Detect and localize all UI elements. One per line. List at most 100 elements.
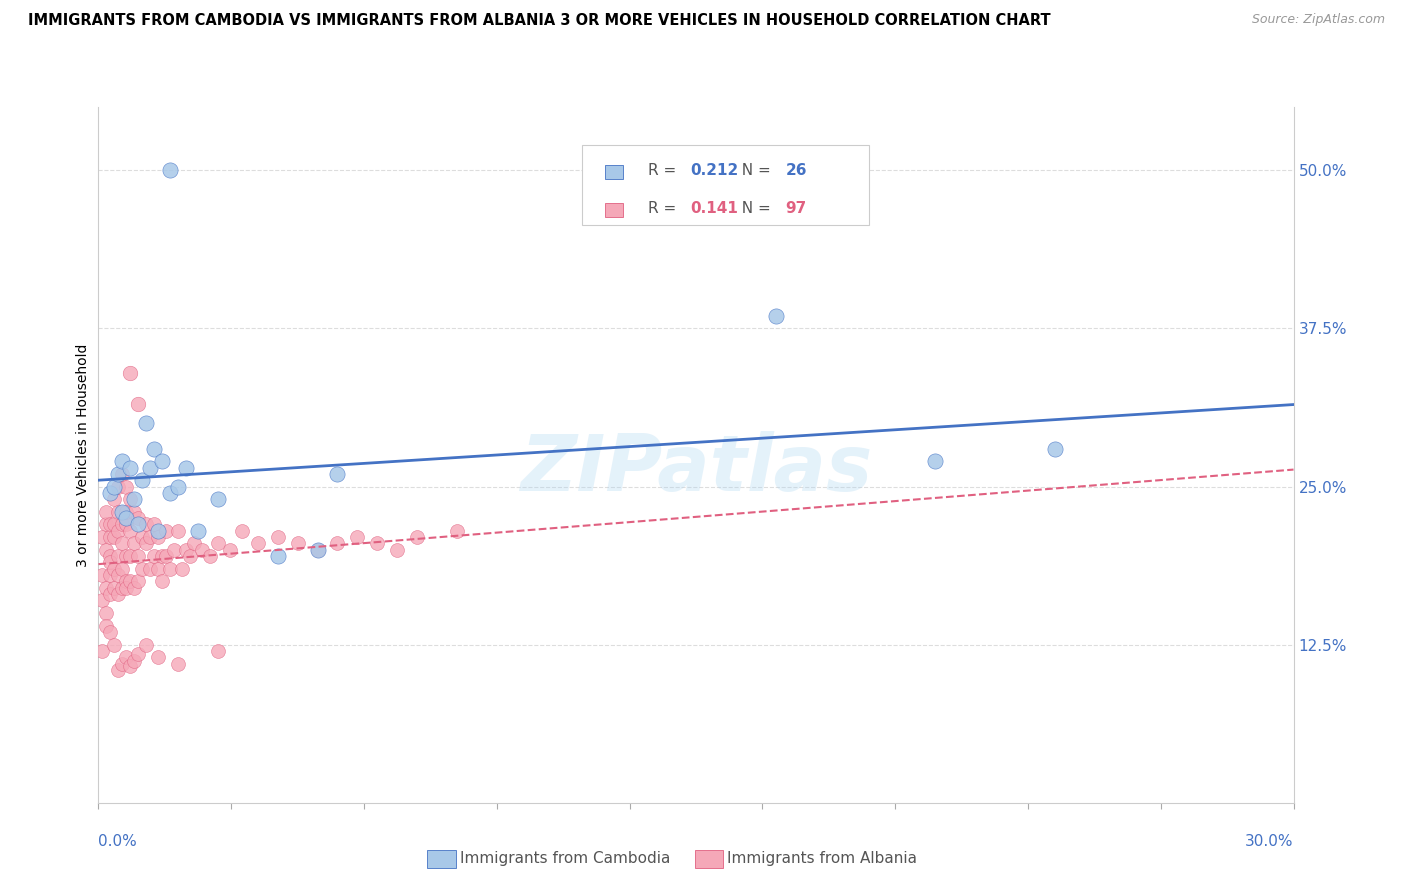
Point	[91, 644, 114, 658]
Point	[150, 454, 173, 468]
Point	[96, 517, 118, 532]
Point	[307, 542, 329, 557]
Text: R =: R =	[648, 201, 682, 216]
Point	[107, 587, 129, 601]
Point	[148, 530, 170, 544]
Point	[120, 659, 142, 673]
Point	[207, 536, 229, 550]
Point	[150, 549, 173, 563]
Point	[346, 530, 368, 544]
Point	[446, 524, 468, 538]
Point	[924, 454, 946, 468]
Point	[98, 556, 122, 570]
Point	[120, 460, 142, 475]
Text: IMMIGRANTS FROM CAMBODIA VS IMMIGRANTS FROM ALBANIA 3 OR MORE VEHICLES IN HOUSEH: IMMIGRANTS FROM CAMBODIA VS IMMIGRANTS F…	[28, 13, 1050, 29]
Point	[120, 492, 142, 507]
Point	[120, 524, 142, 538]
Point	[115, 505, 138, 519]
Point	[107, 568, 129, 582]
Point	[155, 524, 177, 538]
Point	[179, 549, 201, 563]
Point	[127, 397, 149, 411]
Point	[124, 581, 146, 595]
Point	[385, 542, 409, 557]
Point	[267, 530, 290, 544]
Point	[111, 505, 134, 519]
Text: 30.0%: 30.0%	[1246, 834, 1294, 849]
Point	[191, 542, 214, 557]
Point	[115, 479, 138, 493]
Text: Immigrants from Cambodia: Immigrants from Cambodia	[460, 852, 671, 866]
Point	[98, 549, 122, 563]
Point	[139, 530, 162, 544]
Point	[159, 486, 181, 500]
Point	[115, 650, 138, 665]
Point	[103, 479, 125, 493]
Point	[366, 536, 388, 550]
Point	[155, 549, 177, 563]
Point	[150, 574, 173, 589]
Point	[131, 530, 153, 544]
Point	[91, 530, 114, 544]
Point	[103, 581, 125, 595]
Point	[111, 517, 134, 532]
Point	[98, 530, 122, 544]
Point	[406, 530, 429, 544]
Point	[115, 549, 138, 563]
Point	[174, 542, 197, 557]
Point	[98, 486, 122, 500]
Point	[98, 587, 122, 601]
FancyBboxPatch shape	[605, 165, 623, 178]
Point	[91, 593, 114, 607]
Point	[115, 581, 138, 595]
Point	[135, 517, 157, 532]
Point	[148, 562, 170, 576]
Point	[187, 524, 209, 538]
Point	[167, 479, 190, 493]
Point	[120, 574, 142, 589]
Point	[124, 654, 146, 668]
Point	[111, 562, 134, 576]
Point	[96, 618, 118, 632]
Point	[326, 467, 349, 481]
Point	[127, 647, 149, 661]
Point	[111, 467, 134, 481]
Point	[219, 542, 242, 557]
Point	[107, 549, 129, 563]
Point	[103, 638, 125, 652]
Point	[1043, 442, 1066, 456]
Point	[107, 479, 129, 493]
Point	[124, 505, 146, 519]
Point	[127, 574, 149, 589]
Text: 0.0%: 0.0%	[98, 834, 138, 849]
Point	[143, 442, 166, 456]
Point	[124, 536, 146, 550]
Point	[103, 492, 125, 507]
Point	[96, 581, 118, 595]
Point	[198, 549, 221, 563]
Point	[127, 517, 149, 532]
Point	[120, 549, 142, 563]
Point	[107, 663, 129, 677]
Point	[159, 163, 181, 178]
Text: 26: 26	[786, 163, 807, 178]
Text: N =: N =	[733, 201, 776, 216]
Point	[307, 542, 329, 557]
Point	[148, 650, 170, 665]
Text: N =: N =	[733, 163, 776, 178]
Point	[207, 492, 229, 507]
Point	[143, 549, 166, 563]
Point	[96, 505, 118, 519]
Point	[98, 517, 122, 532]
Point	[115, 511, 138, 525]
Text: 97: 97	[786, 201, 807, 216]
Point	[120, 366, 142, 380]
Text: Immigrants from Albania: Immigrants from Albania	[727, 852, 917, 866]
Point	[96, 606, 118, 620]
Y-axis label: 3 or more Vehicles in Household: 3 or more Vehicles in Household	[76, 343, 90, 566]
Text: ZIPatlas: ZIPatlas	[520, 431, 872, 507]
Point	[115, 517, 138, 532]
Point	[131, 562, 153, 576]
Point	[172, 562, 194, 576]
Point	[183, 536, 205, 550]
